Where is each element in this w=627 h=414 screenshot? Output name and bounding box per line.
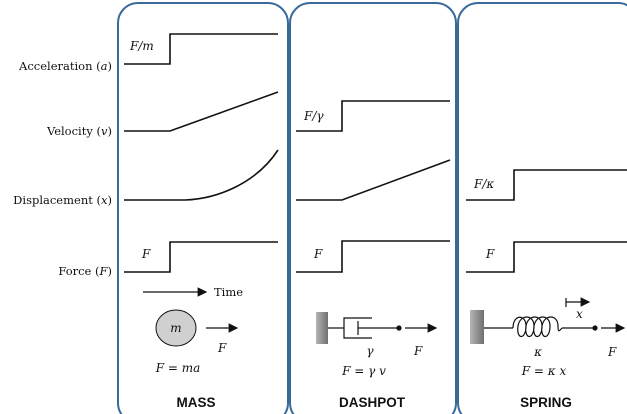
dashpot-damping-symbol: γ — [366, 344, 374, 358]
time-label: Time — [214, 285, 243, 299]
spring-panel — [457, 2, 627, 414]
mass-force-symbol: F — [217, 341, 227, 355]
dashpot-title: DASHPOT — [339, 395, 406, 410]
spring-equation: F = κ x — [521, 364, 567, 378]
mass-equation: F = ma — [155, 361, 201, 375]
spring-force-curve — [466, 241, 627, 273]
mass-displacement-curve — [124, 149, 279, 201]
spring-displacement-curve — [466, 169, 627, 201]
spring-force-level-label: F — [485, 247, 495, 261]
spring-coil — [512, 316, 563, 338]
spring-extension-symbol: x — [576, 307, 583, 321]
mass-body — [155, 309, 197, 347]
dashpot-force-symbol: F — [413, 344, 423, 358]
dashpot-force-level-label: F — [313, 247, 323, 261]
mass-panel — [117, 2, 289, 414]
dashpot-panel — [289, 2, 457, 414]
mass-force-level-label: F — [141, 247, 151, 261]
spring-force-symbol: F — [607, 345, 617, 359]
mass-velocity-curve — [124, 91, 279, 132]
dashpot-attach-point — [396, 325, 402, 331]
dashpot-cylinder — [343, 317, 372, 339]
dashpot-velocity-curve — [296, 100, 450, 132]
velocity-label: Velocity (v) — [46, 124, 112, 138]
mass-acceleration-curve — [124, 33, 278, 65]
acceleration-label: Acceleration (a) — [18, 59, 112, 73]
force-label: Force (F) — [58, 264, 112, 278]
spring-title: SPRING — [520, 395, 572, 410]
spring-stiffness-symbol: κ — [533, 345, 542, 359]
mass-body-symbol: m — [170, 321, 181, 335]
mass-force-curve — [124, 241, 278, 273]
displacement-label: Displacement (x) — [13, 193, 112, 207]
dashpot-equation: F = γ v — [341, 364, 386, 378]
mass-title: MASS — [176, 395, 215, 410]
spring-attach-point — [592, 325, 598, 331]
dashpot-wall — [316, 312, 328, 344]
mass-accel-level-label: F/m — [129, 39, 154, 53]
dashpot-velocity-level-label: F/γ — [303, 109, 324, 123]
spring-wall — [470, 310, 484, 344]
dashpot-force-curve — [296, 240, 450, 273]
dashpot-displacement-curve — [296, 159, 451, 201]
spring-displacement-level-label: F/κ — [473, 177, 494, 191]
